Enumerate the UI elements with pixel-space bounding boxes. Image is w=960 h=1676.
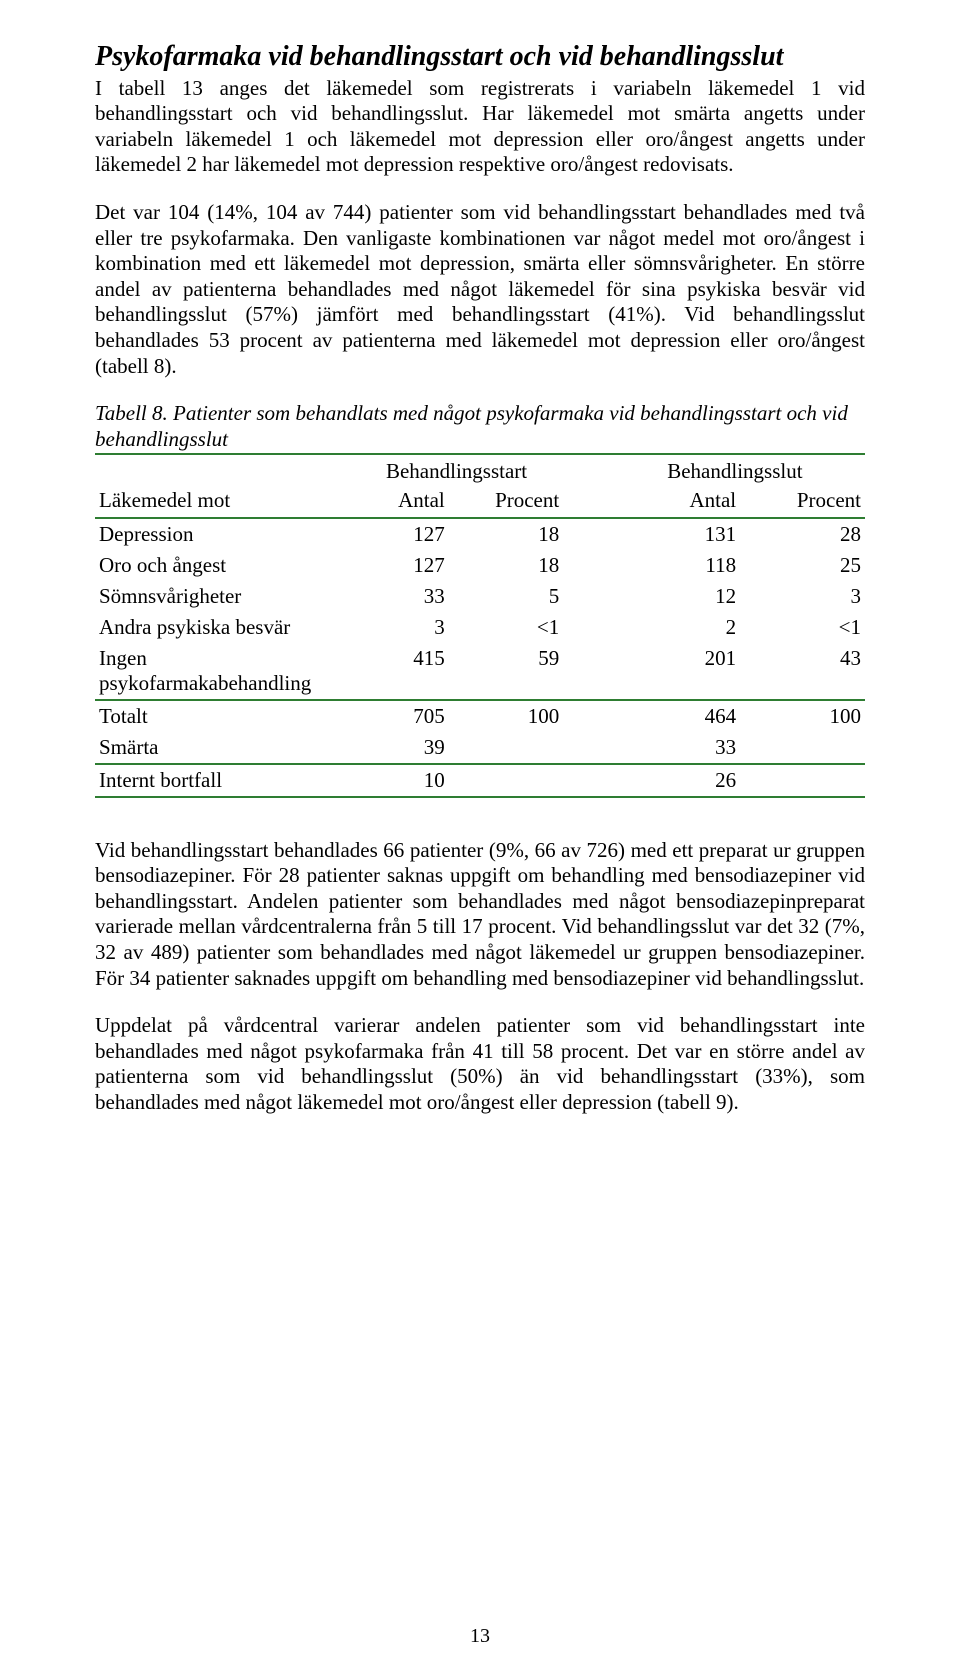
cell: 39 bbox=[350, 732, 449, 764]
cell: 3 bbox=[350, 612, 449, 643]
cell bbox=[740, 764, 865, 797]
cell: 33 bbox=[605, 732, 740, 764]
table-header-sub-row: Läkemedel mot Antal Procent Antal Procen… bbox=[95, 486, 865, 518]
cell: 127 bbox=[350, 518, 449, 550]
header-behandlingsslut: Behandlingsslut bbox=[605, 454, 865, 486]
cell: 100 bbox=[740, 700, 865, 732]
row-label: Smärta bbox=[95, 732, 350, 764]
page-number: 13 bbox=[0, 1625, 960, 1648]
cell: 415 bbox=[350, 643, 449, 700]
cell: 118 bbox=[605, 550, 740, 581]
cell bbox=[449, 764, 563, 797]
cell: 464 bbox=[605, 700, 740, 732]
header-behandlingsstart: Behandlingsstart bbox=[350, 454, 563, 486]
table-row: Depression 127 18 131 28 bbox=[95, 518, 865, 550]
row-label: Totalt bbox=[95, 700, 350, 732]
cell bbox=[449, 732, 563, 764]
table-row-smarta: Smärta 39 33 bbox=[95, 732, 865, 764]
row-label: Sömnsvårigheter bbox=[95, 581, 350, 612]
cell: 5 bbox=[449, 581, 563, 612]
paragraph-2: Det var 104 (14%, 104 av 744) patienter … bbox=[95, 200, 865, 379]
cell: 127 bbox=[350, 550, 449, 581]
cell: 18 bbox=[449, 550, 563, 581]
row-label: Andra psykiska besvär bbox=[95, 612, 350, 643]
cell: 33 bbox=[350, 581, 449, 612]
table-row: Oro och ångest 127 18 118 25 bbox=[95, 550, 865, 581]
cell bbox=[740, 732, 865, 764]
cell: 131 bbox=[605, 518, 740, 550]
cell: 18 bbox=[449, 518, 563, 550]
cell: 28 bbox=[740, 518, 865, 550]
cell: 59 bbox=[449, 643, 563, 700]
header-label: Läkemedel mot bbox=[95, 486, 350, 518]
cell: 26 bbox=[605, 764, 740, 797]
table-row-total: Totalt 705 100 464 100 bbox=[95, 700, 865, 732]
cell: 201 bbox=[605, 643, 740, 700]
page: Psykofarmaka vid behandlingsstart och vi… bbox=[0, 0, 960, 1676]
paragraph-1: I tabell 13 anges det läkemedel som regi… bbox=[95, 76, 865, 178]
cell: 2 bbox=[605, 612, 740, 643]
cell: <1 bbox=[449, 612, 563, 643]
table-row-bortfall: Internt bortfall 10 26 bbox=[95, 764, 865, 797]
table-row: Ingen psykofarmakabehandling 415 59 201 … bbox=[95, 643, 865, 700]
row-label: Ingen psykofarmakabehandling bbox=[95, 643, 350, 700]
table-header-group-row: Behandlingsstart Behandlingsslut bbox=[95, 454, 865, 486]
paragraph-4: Uppdelat på vårdcentral varierar andelen… bbox=[95, 1013, 865, 1115]
paragraph-3: Vid behandlingsstart behandlades 66 pati… bbox=[95, 838, 865, 992]
table-row: Sömnsvårigheter 33 5 12 3 bbox=[95, 581, 865, 612]
row-label: Internt bortfall bbox=[95, 764, 350, 797]
cell: 3 bbox=[740, 581, 865, 612]
cell: 100 bbox=[449, 700, 563, 732]
header-antal-1: Antal bbox=[350, 486, 449, 518]
row-label: Oro och ångest bbox=[95, 550, 350, 581]
cell: <1 bbox=[740, 612, 865, 643]
section-heading: Psykofarmaka vid behandlingsstart och vi… bbox=[95, 40, 865, 74]
header-procent-2: Procent bbox=[740, 486, 865, 518]
row-label: Depression bbox=[95, 518, 350, 550]
cell: 10 bbox=[350, 764, 449, 797]
cell: 43 bbox=[740, 643, 865, 700]
table-8: Behandlingsstart Behandlingsslut Läkemed… bbox=[95, 453, 865, 798]
cell: 12 bbox=[605, 581, 740, 612]
header-antal-2: Antal bbox=[605, 486, 740, 518]
header-procent-1: Procent bbox=[449, 486, 563, 518]
cell: 25 bbox=[740, 550, 865, 581]
cell: 705 bbox=[350, 700, 449, 732]
table-caption: Tabell 8. Patienter som behandlats med n… bbox=[95, 401, 865, 452]
table-row: Andra psykiska besvär 3 <1 2 <1 bbox=[95, 612, 865, 643]
